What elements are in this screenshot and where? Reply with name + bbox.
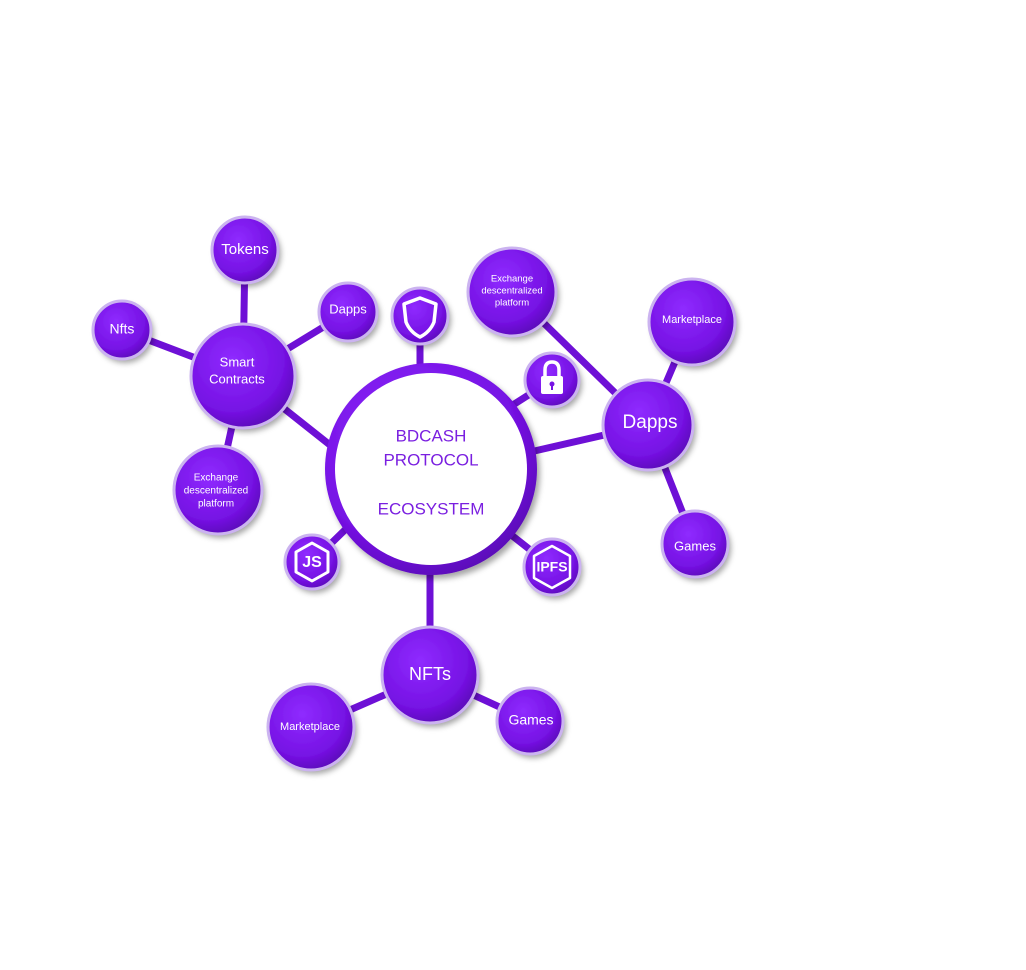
node-marketplace-bottom[interactable]: Marketplace <box>266 682 356 772</box>
nfts-small-label: Nfts <box>110 321 135 337</box>
center-title-line1: BDCASH <box>396 426 467 445</box>
marketplace-bottom-label: Marketplace <box>280 721 340 733</box>
marketplace-right-label: Marketplace <box>662 314 722 326</box>
exchange-right-line1: Exchange <box>491 274 533 285</box>
node-exchange-right[interactable]: Exchange descentralized platform <box>466 246 558 338</box>
tokens-label: Tokens <box>221 241 269 258</box>
ipfs-icon[interactable]: IPFS <box>522 537 582 597</box>
node-smart-contracts[interactable]: Smart Contracts <box>189 322 297 430</box>
center-title-line3: ECOSYSTEM <box>378 499 485 518</box>
exchange-right-line3: platform <box>495 298 529 309</box>
center-node[interactable]: BDCASH PROTOCOL ECOSYSTEM <box>325 363 537 575</box>
exchange-left-line3: platform <box>198 499 234 510</box>
games-right-label: Games <box>674 538 716 553</box>
node-exchange-left[interactable]: Exchange descentralized platform <box>172 444 264 536</box>
js-label: JS <box>302 554 322 571</box>
lock-icon[interactable] <box>523 351 581 409</box>
exchange-left-line1: Exchange <box>194 473 239 484</box>
smart-contracts-label-line2: Contracts <box>209 371 265 386</box>
ipfs-label: IPFS <box>536 559 567 575</box>
nodejs-icon[interactable]: JS <box>283 533 341 591</box>
games-bottom-label: Games <box>508 712 553 728</box>
nfts-label: NFTs <box>409 664 451 684</box>
node-nfts[interactable]: NFTs <box>380 625 480 725</box>
dapps-small-label: Dapps <box>329 301 367 316</box>
node-dapps[interactable]: Dapps <box>601 378 695 472</box>
node-nfts-small[interactable]: Nfts <box>91 299 153 361</box>
node-games-bottom[interactable]: Games <box>495 686 565 756</box>
node-marketplace-right[interactable]: Marketplace <box>647 277 737 367</box>
node-dapps-small[interactable]: Dapps <box>317 281 379 343</box>
node-tokens[interactable]: Tokens <box>210 215 280 285</box>
node-games-right[interactable]: Games <box>660 509 730 579</box>
shield-icon[interactable] <box>390 286 450 346</box>
smart-contracts-label-line1: Smart <box>220 354 255 369</box>
exchange-left-line2: descentralized <box>184 486 248 497</box>
dapps-label: Dapps <box>623 412 678 433</box>
center-title-line2: PROTOCOL <box>383 450 478 469</box>
exchange-right-line2: descentralized <box>481 286 542 297</box>
